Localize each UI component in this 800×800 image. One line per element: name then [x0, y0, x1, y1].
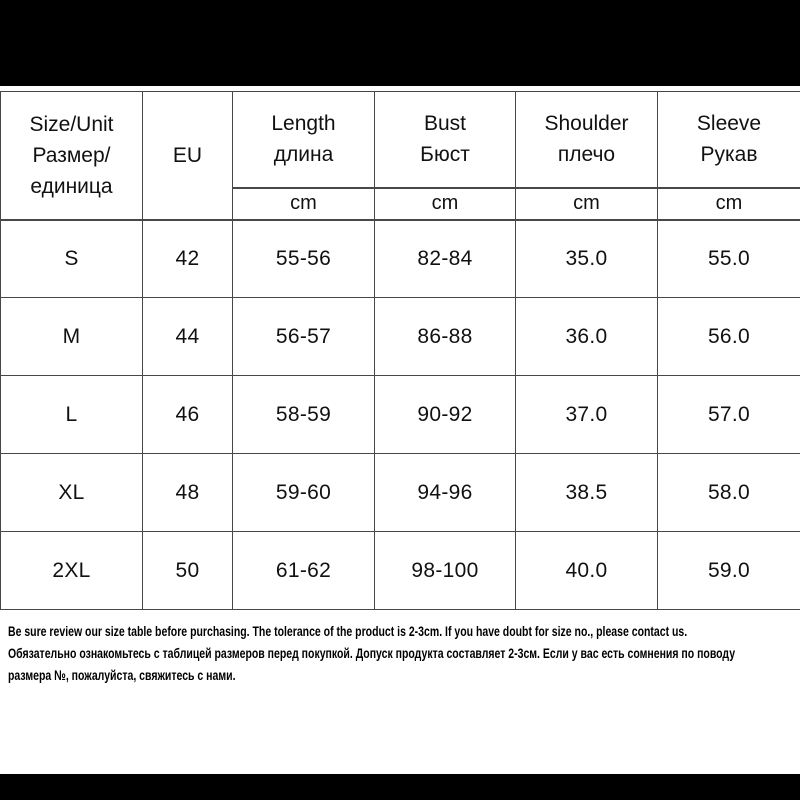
- cell-eu: 46: [142, 375, 233, 454]
- header-length: Length длина: [232, 91, 375, 188]
- cell-sleeve: 57.0: [657, 375, 800, 454]
- cell-length: 55-56: [232, 219, 375, 298]
- cell-sleeve: 56.0: [657, 297, 800, 376]
- header-shoulder-ru: плечо: [557, 143, 616, 167]
- table-row-2xl: 2XL 50 61-62 98-100 40.0 59.0: [0, 531, 800, 610]
- header-sleeve-en: Sleeve: [696, 112, 762, 136]
- cell-shoulder: 35.0: [515, 219, 658, 298]
- cell-eu: 44: [142, 297, 233, 376]
- table-row-s: S 42 55-56 82-84 35.0 55.0: [0, 219, 800, 298]
- header-shoulder-en: Shoulder: [544, 112, 629, 136]
- header-sleeve-ru: Рукав: [700, 143, 758, 167]
- table-row-m: M 44 56-57 86-88 36.0 56.0: [0, 297, 800, 376]
- header-bust-ru: Бюст: [420, 143, 470, 167]
- top-letterbox-bar: [0, 0, 800, 86]
- table-row-l: L 46 58-59 90-92 37.0 57.0: [0, 375, 800, 454]
- unit-cell-length: cm: [232, 186, 375, 221]
- bottom-letterbox-bar: [0, 774, 800, 800]
- footer-line-en: Be sure review our size table before pur…: [8, 623, 688, 639]
- cell-length: 59-60: [232, 453, 375, 532]
- cell-sleeve: 59.0: [657, 531, 800, 610]
- cell-length: 56-57: [232, 297, 375, 376]
- unit-row: cm cm cm cm: [1, 186, 800, 221]
- cell-eu: 50: [142, 531, 233, 610]
- header-size-unit-line-ru1: Размер/: [32, 143, 111, 167]
- cell-eu: 42: [142, 219, 233, 298]
- footer-line-ru-1: Обязательно ознакомьтесь с таблицей разм…: [8, 645, 736, 661]
- cell-shoulder: 40.0: [515, 531, 658, 610]
- size-table: Size/Unit Размер/ единица EU Length длин…: [0, 91, 800, 610]
- header-length-ru: длина: [273, 143, 334, 167]
- cell-eu: 48: [142, 453, 233, 532]
- cell-sleeve: 58.0: [657, 453, 800, 532]
- cell-bust: 82-84: [374, 219, 516, 298]
- cell-bust: 90-92: [374, 375, 516, 454]
- cell-sleeve: 55.0: [657, 219, 800, 298]
- footer-line-ru-2: размера №, пожалуйста, свяжитесь с нами.: [8, 667, 236, 683]
- cell-length: 58-59: [232, 375, 375, 454]
- header-row: Size/Unit Размер/ единица EU Length длин…: [0, 91, 800, 221]
- header-size-unit-line-en: Size/Unit: [29, 112, 114, 136]
- cell-size: M: [0, 297, 143, 376]
- cell-size: S: [0, 219, 143, 298]
- header-size-unit-line-ru2: единица: [30, 174, 113, 198]
- cell-bust: 98-100: [374, 531, 516, 610]
- footer-note: Be sure review our size table before pur…: [8, 620, 800, 686]
- header-length-en: Length: [271, 112, 336, 136]
- cell-size: XL: [0, 453, 143, 532]
- cell-shoulder: 38.5: [515, 453, 658, 532]
- header-bust-en: Bust: [423, 112, 467, 136]
- cell-bust: 94-96: [374, 453, 516, 532]
- header-eu: EU: [142, 91, 233, 221]
- cell-shoulder: 36.0: [515, 297, 658, 376]
- unit-cell-shoulder: cm: [515, 186, 658, 221]
- cell-size: 2XL: [0, 531, 143, 610]
- header-sleeve: Sleeve Рукав: [657, 91, 800, 188]
- unit-cell-bust: cm: [374, 186, 516, 221]
- header-size-unit: Size/Unit Размер/ единица: [0, 91, 143, 221]
- cell-bust: 86-88: [374, 297, 516, 376]
- header-shoulder: Shoulder плечо: [515, 91, 658, 188]
- cell-length: 61-62: [232, 531, 375, 610]
- header-bust: Bust Бюст: [374, 91, 516, 188]
- cell-size: L: [0, 375, 143, 454]
- table-row-xl: XL 48 59-60 94-96 38.5 58.0: [0, 453, 800, 532]
- unit-cell-sleeve: cm: [657, 186, 800, 221]
- cell-shoulder: 37.0: [515, 375, 658, 454]
